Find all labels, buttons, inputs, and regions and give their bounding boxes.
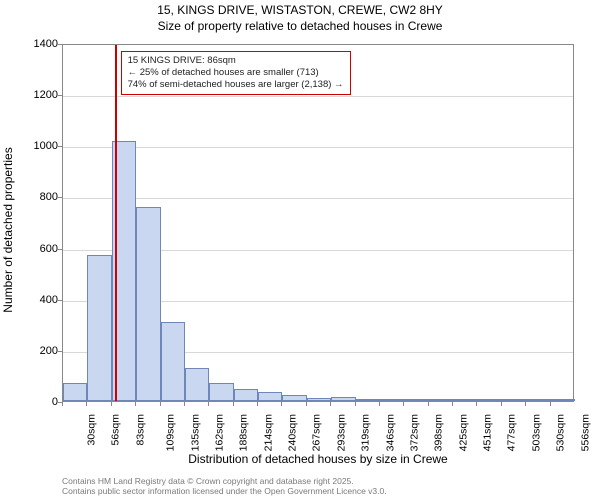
x-tick-mark [135, 402, 136, 406]
x-tick-mark [355, 402, 356, 406]
x-tick-mark [208, 402, 209, 406]
attribution-block: Contains HM Land Registry data © Crown c… [62, 476, 387, 497]
histogram-bar [331, 397, 355, 401]
histogram-bar [63, 383, 87, 401]
callout-line-3: 74% of semi-detached houses are larger (… [128, 79, 344, 91]
title-subtitle: Size of property relative to detached ho… [0, 19, 600, 35]
x-tick-mark [525, 402, 526, 406]
x-tick-label: 346sqm [384, 414, 396, 451]
x-tick-label: 398sqm [433, 414, 445, 451]
histogram-bar [87, 255, 111, 401]
y-tick-label: 800 [8, 191, 58, 203]
y-tick-mark [58, 351, 62, 352]
x-tick-mark [379, 402, 380, 406]
y-tick-label: 1200 [8, 89, 58, 101]
x-tick-label: 135sqm [189, 414, 201, 451]
x-tick-label: 267sqm [311, 414, 323, 451]
histogram-bar [234, 389, 258, 401]
histogram-bar [356, 399, 380, 401]
y-tick-label: 200 [8, 345, 58, 357]
histogram-bar [380, 399, 404, 401]
x-axis-label: Distribution of detached houses by size … [62, 452, 574, 466]
x-tick-mark [184, 402, 185, 406]
y-tick-mark [58, 146, 62, 147]
histogram-bar [429, 399, 453, 401]
x-tick-mark [111, 402, 112, 406]
x-tick-label: 503sqm [530, 414, 542, 451]
x-tick-mark [452, 402, 453, 406]
x-tick-label: 240sqm [286, 414, 298, 451]
histogram-bar [453, 399, 477, 401]
x-tick-label: 477sqm [506, 414, 518, 451]
callout-box: 15 KINGS DRIVE: 86sqm ← 25% of detached … [121, 51, 351, 95]
x-tick-label: 30sqm [86, 414, 98, 446]
x-tick-label: 556sqm [579, 414, 591, 451]
histogram-bar [161, 322, 185, 401]
x-tick-label: 188sqm [238, 414, 250, 451]
gridline [63, 147, 573, 148]
x-tick-label: 530sqm [555, 414, 567, 451]
title-block: 15, KINGS DRIVE, WISTASTON, CREWE, CW2 8… [0, 3, 600, 34]
x-tick-label: 425sqm [457, 414, 469, 451]
y-tick-label: 1400 [8, 38, 58, 50]
x-tick-mark [62, 402, 63, 406]
y-tick-label: 600 [8, 243, 58, 255]
y-tick-label: 1000 [8, 140, 58, 152]
y-tick-mark [58, 197, 62, 198]
y-tick-label: 400 [8, 294, 58, 306]
x-tick-mark [257, 402, 258, 406]
callout-line-2: ← 25% of detached houses are smaller (71… [128, 67, 344, 79]
y-tick-mark [58, 44, 62, 45]
x-tick-mark [476, 402, 477, 406]
histogram-bar [526, 399, 550, 401]
histogram-bar [502, 399, 526, 401]
x-tick-mark [160, 402, 161, 406]
plot-area: 15 KINGS DRIVE: 86sqm ← 25% of detached … [62, 44, 574, 402]
x-tick-label: 372sqm [408, 414, 420, 451]
histogram-bar [185, 368, 209, 401]
y-axis-label: Number of detached properties [1, 147, 15, 312]
x-tick-mark [86, 402, 87, 406]
y-tick-mark [58, 95, 62, 96]
histogram-bar [477, 399, 501, 401]
y-tick-label: 0 [8, 396, 58, 408]
x-tick-label: 56sqm [110, 414, 122, 446]
histogram-bar [404, 399, 428, 401]
x-tick-label: 319sqm [360, 414, 372, 451]
histogram-bar [307, 398, 331, 401]
x-tick-mark [501, 402, 502, 406]
x-tick-label: 162sqm [213, 414, 225, 451]
y-tick-mark [58, 249, 62, 250]
histogram-bar [258, 392, 282, 401]
x-tick-label: 214sqm [262, 414, 274, 451]
callout-line-1: 15 KINGS DRIVE: 86sqm [128, 55, 344, 67]
x-tick-mark [403, 402, 404, 406]
x-tick-label: 451sqm [481, 414, 493, 451]
x-tick-label: 83sqm [134, 414, 146, 446]
histogram-bar [551, 399, 575, 401]
title-address: 15, KINGS DRIVE, WISTASTON, CREWE, CW2 8… [0, 3, 600, 19]
histogram-bar [136, 207, 160, 401]
x-tick-label: 293sqm [335, 414, 347, 451]
x-tick-mark [306, 402, 307, 406]
attribution-line-1: Contains HM Land Registry data © Crown c… [62, 476, 387, 487]
histogram-bar [282, 395, 306, 401]
x-tick-mark [550, 402, 551, 406]
attribution-line-2: Contains public sector information licen… [62, 486, 387, 497]
x-tick-label: 109sqm [165, 414, 177, 451]
histogram-bar [209, 383, 233, 401]
reference-line [115, 45, 117, 401]
x-tick-mark [428, 402, 429, 406]
x-tick-mark [233, 402, 234, 406]
x-tick-mark [281, 402, 282, 406]
y-tick-mark [58, 300, 62, 301]
x-tick-mark [330, 402, 331, 406]
gridline [63, 198, 573, 199]
gridline [63, 96, 573, 97]
